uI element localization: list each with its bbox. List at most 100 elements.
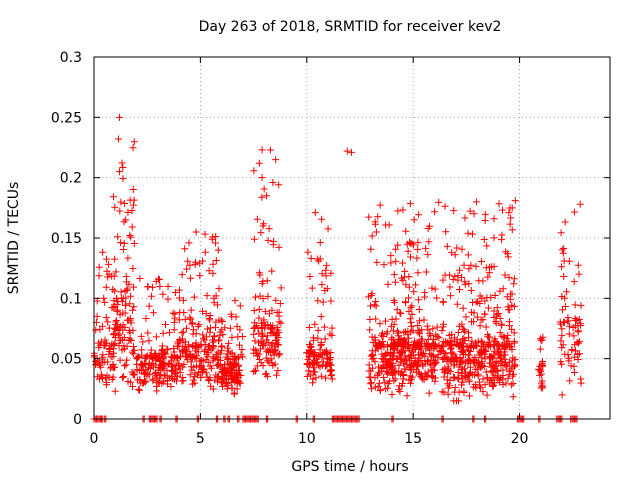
data-point [561,218,569,226]
data-point [366,326,374,334]
data-point [207,324,215,332]
data-point [458,245,466,253]
data-point [111,324,119,332]
data-point [537,379,545,387]
data-point [149,309,157,317]
data-point [450,373,458,381]
data-point [365,293,373,301]
data-point [492,319,500,327]
data-point [318,362,326,370]
data-point [460,261,468,269]
data-point [443,358,451,366]
data-point [192,339,200,347]
data-point [172,361,180,369]
data-point [470,210,478,218]
data-point [176,353,184,361]
data-point [466,342,474,350]
data-point [314,352,322,360]
data-point [387,252,395,260]
data-point [215,336,223,344]
data-point [121,362,129,370]
data-point [124,316,132,324]
data-point [488,263,496,271]
data-point [477,258,485,266]
data-point [271,346,279,354]
data-point [275,243,283,251]
data-point [414,238,422,246]
data-point [365,367,373,375]
data-point [439,341,447,349]
data-point [152,356,160,364]
data-point [493,310,501,318]
data-point [178,377,186,385]
data-point [387,365,395,373]
data-point [489,381,497,389]
data-point [381,351,389,359]
x-tick-label: 10 [298,431,316,447]
data-point [465,280,473,288]
data-point [200,335,208,343]
data-point [210,294,218,302]
data-point [170,326,178,334]
data-point [446,376,454,384]
data-point [312,374,320,382]
data-point [130,303,138,311]
data-point [452,397,460,405]
data-point [196,357,204,365]
data-point [101,298,109,306]
data-point [129,350,137,358]
data-point [322,374,330,382]
data-point [365,213,373,221]
data-point [509,379,517,387]
data-point [311,368,319,376]
data-point [201,346,209,354]
data-point [206,362,214,370]
data-point [446,271,454,279]
data-point [497,361,505,369]
data-point [133,366,141,374]
data-point [429,366,437,374]
data-point [558,391,566,399]
data-point [539,362,547,370]
data-point [419,350,427,358]
data-point [439,276,447,284]
data-point [231,297,239,305]
data-point [561,350,569,358]
data-point [213,378,221,386]
data-point [449,275,457,283]
data-point [411,354,419,362]
data-point [269,179,277,187]
data-point [122,301,130,309]
data-point [238,346,246,354]
data-point [256,292,264,300]
data-point [403,240,411,248]
data-point [458,347,466,355]
data-point [468,337,476,345]
data-point [460,335,468,343]
data-point [318,270,326,278]
data-point [415,358,423,366]
data-point [221,361,229,369]
data-point [467,287,475,295]
data-point [472,262,480,270]
data-point [267,324,275,332]
x-tick-label: 5 [196,431,205,447]
data-point [370,354,378,362]
data-point [477,349,485,357]
data-point [134,386,142,394]
data-point [153,387,161,395]
data-point [415,305,423,313]
data-point [195,369,203,377]
data-point [505,318,513,326]
data-point [458,369,466,377]
data-point [125,326,133,334]
data-point [127,292,135,300]
data-point [557,358,565,366]
data-point [169,309,177,317]
data-point [251,323,259,331]
data-point [188,366,196,374]
data-point [471,342,479,350]
data-point [558,292,566,300]
data-point [318,215,326,223]
data-point [124,378,132,386]
